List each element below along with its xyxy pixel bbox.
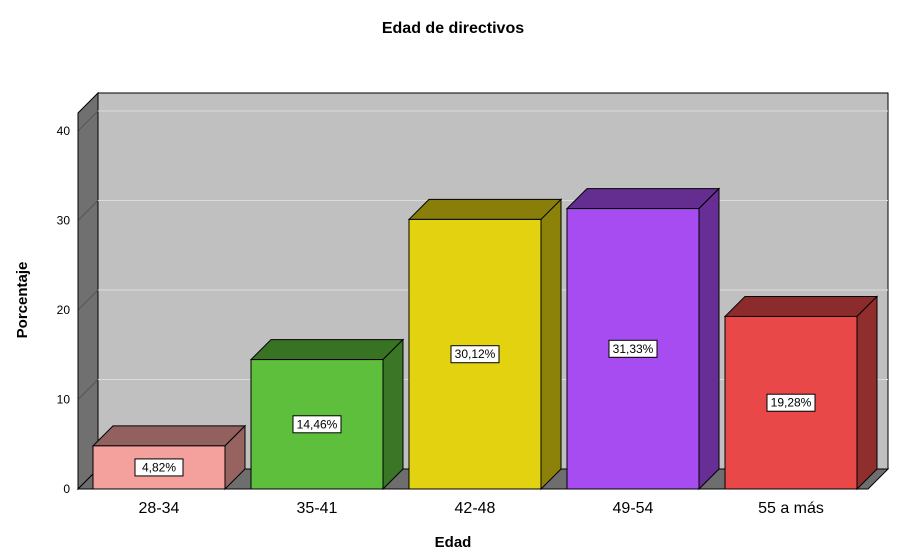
y-tick-label: 20	[57, 303, 71, 317]
data-label: 14,46%	[297, 417, 338, 431]
x-tick-label: 28-34	[139, 500, 180, 517]
y-tick-label: 10	[57, 393, 71, 407]
y-axis-label: Porcentaje	[14, 262, 31, 339]
data-label: 19,28%	[771, 396, 812, 410]
data-label-box	[608, 339, 658, 358]
data-label-box	[450, 345, 500, 364]
bar-1: 4,82%	[91, 424, 247, 491]
x-tick-label: 42-48	[455, 500, 496, 517]
side-wall	[77, 91, 99, 491]
data-label: 4,82%	[142, 460, 176, 474]
y-tick-label: 40	[57, 124, 71, 138]
data-label-box	[292, 415, 342, 434]
bar-top	[91, 425, 247, 447]
bar-side	[540, 198, 562, 491]
data-label-box	[766, 393, 816, 412]
bar-5: 19,28%	[723, 295, 879, 491]
bar-side	[856, 295, 878, 491]
bar-side	[382, 338, 404, 491]
y-tick-label: 0	[63, 482, 70, 496]
x-tick-label: 49-54	[613, 500, 654, 517]
x-axis-label: Edad	[435, 534, 472, 551]
bar-4: 31,33%	[565, 187, 721, 491]
bar-2: 14,46%	[249, 338, 405, 491]
bar-top	[407, 198, 563, 220]
gridline-side	[77, 379, 99, 400]
gridline-side	[77, 289, 99, 311]
x-tick-label: 35-41	[297, 500, 338, 517]
gridline-side	[77, 200, 99, 221]
chart-title: Edad de directivos	[382, 20, 524, 37]
x-tick-label: 55 a más	[758, 500, 824, 517]
bar-side	[698, 187, 720, 491]
data-label: 30,12%	[455, 347, 496, 361]
bar-top	[723, 295, 879, 317]
bar-3: 30,12%	[407, 198, 563, 491]
data-label: 31,33%	[613, 342, 654, 356]
y-tick-label: 30	[57, 214, 71, 228]
gridline-side	[77, 110, 99, 132]
bar-top	[249, 339, 405, 361]
data-label-box	[134, 458, 184, 477]
plot-area: 0 10 20 30 40 4,82% 28-34 14,46% 35-41 30,12% 42-4…	[57, 91, 890, 517]
bar-top	[565, 188, 721, 210]
